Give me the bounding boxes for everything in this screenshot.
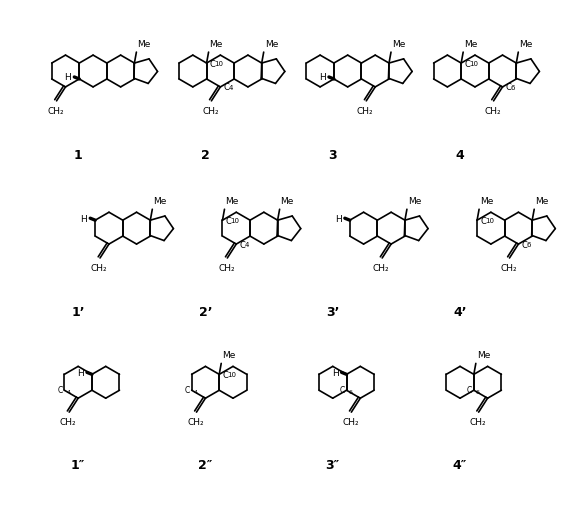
- Text: C: C: [184, 386, 189, 395]
- Text: H: H: [332, 369, 339, 378]
- Text: 6: 6: [476, 390, 480, 395]
- Text: 10: 10: [485, 218, 494, 224]
- Text: H: H: [80, 214, 87, 224]
- Text: Me: Me: [210, 40, 223, 49]
- Text: CH₂: CH₂: [373, 264, 390, 273]
- Text: 2: 2: [201, 149, 210, 162]
- Text: H: H: [335, 214, 342, 224]
- Text: Me: Me: [281, 197, 294, 206]
- Text: Me: Me: [477, 351, 490, 360]
- Text: CH₂: CH₂: [470, 418, 486, 427]
- Text: CH₂: CH₂: [342, 418, 359, 427]
- Text: 4: 4: [456, 149, 464, 162]
- Text: CH₂: CH₂: [500, 264, 517, 273]
- Text: C: C: [210, 59, 215, 68]
- Text: CH₂: CH₂: [60, 418, 76, 427]
- Text: Me: Me: [265, 40, 278, 49]
- Text: Me: Me: [392, 40, 405, 49]
- Text: H: H: [65, 74, 71, 83]
- Text: 6: 6: [348, 390, 352, 395]
- Text: C: C: [239, 240, 245, 249]
- Text: CH₂: CH₂: [91, 264, 107, 273]
- Text: CH₂: CH₂: [484, 107, 501, 116]
- Text: Me: Me: [535, 197, 549, 206]
- Text: 3: 3: [328, 149, 337, 162]
- Text: 10: 10: [227, 372, 236, 378]
- Text: Me: Me: [519, 40, 533, 49]
- Text: C: C: [223, 84, 229, 92]
- Text: CH₂: CH₂: [218, 264, 235, 273]
- Text: CH₂: CH₂: [202, 107, 219, 116]
- Text: C: C: [467, 386, 472, 395]
- Text: 1″: 1″: [71, 459, 86, 473]
- Text: 4: 4: [67, 390, 71, 395]
- Text: Me: Me: [222, 351, 235, 360]
- Text: 1’: 1’: [71, 306, 85, 319]
- Text: 4: 4: [228, 85, 232, 91]
- Text: CH₂: CH₂: [47, 107, 64, 116]
- Text: 10: 10: [469, 61, 478, 67]
- Text: CH₂: CH₂: [187, 418, 204, 427]
- Text: Me: Me: [480, 197, 494, 206]
- Text: H: H: [77, 369, 84, 378]
- Text: Me: Me: [137, 40, 151, 49]
- Text: 6: 6: [526, 242, 531, 248]
- Text: 10: 10: [230, 218, 239, 224]
- Text: 3″: 3″: [325, 459, 340, 473]
- Text: C: C: [222, 371, 228, 380]
- Text: C: C: [57, 386, 63, 395]
- Text: CH₂: CH₂: [357, 107, 374, 116]
- Text: C: C: [506, 84, 511, 92]
- Text: C: C: [521, 240, 528, 249]
- Text: 4: 4: [193, 390, 197, 395]
- Text: C: C: [480, 216, 486, 226]
- Text: 4’: 4’: [453, 306, 467, 319]
- Text: C: C: [464, 59, 470, 68]
- Text: C: C: [226, 216, 231, 226]
- Text: 6: 6: [510, 85, 515, 91]
- Text: 2″: 2″: [198, 459, 212, 473]
- Text: Me: Me: [226, 197, 239, 206]
- Text: 4″: 4″: [453, 459, 467, 473]
- Text: 2’: 2’: [199, 306, 212, 319]
- Text: 4: 4: [244, 242, 249, 248]
- Text: 1: 1: [74, 149, 83, 162]
- Text: Me: Me: [153, 197, 166, 206]
- Text: Me: Me: [408, 197, 421, 206]
- Text: Me: Me: [464, 40, 478, 49]
- Text: H: H: [319, 74, 326, 83]
- Text: 3’: 3’: [326, 306, 339, 319]
- Text: C: C: [339, 386, 344, 395]
- Text: 10: 10: [215, 61, 223, 67]
